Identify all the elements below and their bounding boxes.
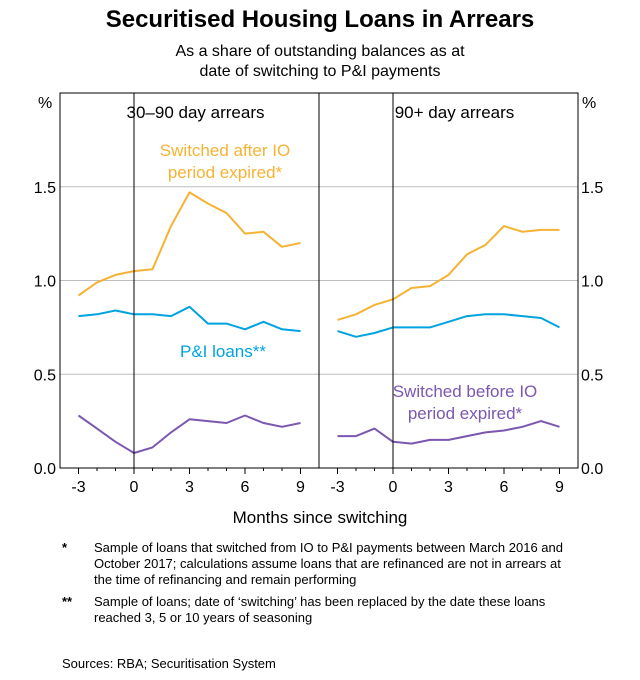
- xtick-label: -3: [71, 479, 85, 496]
- xtick-label: 6: [241, 479, 250, 496]
- footnote-1: * Sample of loans that switched from IO …: [62, 540, 582, 588]
- labels: 0.0 0.0 0.5 0.5 1.0 1.0 1.5 1.5% % 30–90 day arre…: [34, 95, 604, 527]
- ytick-label-right: 0.0: [581, 461, 603, 478]
- xtick-label: 9: [555, 479, 564, 496]
- xtick-label: 3: [444, 479, 453, 496]
- footnote-2-mark: **: [62, 594, 73, 609]
- xtick-label: 3: [185, 479, 194, 496]
- series-annotation: period expired*: [408, 404, 523, 423]
- xtick-label: 0: [389, 479, 398, 496]
- ytick-label-left: 1.5: [34, 180, 56, 197]
- xtick-label: -3: [330, 479, 344, 496]
- frame: [59, 92, 579, 474]
- y-unit-right: %: [582, 95, 596, 112]
- chart-subtitle: As a share of outstanding balances as at…: [0, 42, 640, 82]
- series-annotation: P&I loans**: [180, 342, 266, 361]
- series-line-3: [77, 414, 301, 454]
- series-line-2: [78, 305, 301, 333]
- series-layer: [77, 191, 560, 454]
- xtick-label: 0: [130, 479, 139, 496]
- series-annotation: period expired*: [168, 163, 283, 182]
- series-line-3: [337, 420, 560, 445]
- series-annotation: Switched after IO: [160, 141, 290, 160]
- series-annotation: Switched before IO: [393, 382, 538, 401]
- subtitle-line-1: As a share of outstanding balances as at: [175, 43, 465, 60]
- footnotes: * Sample of loans that switched from IO …: [62, 540, 582, 632]
- chart-title: Securitised Housing Loans in Arrears: [105, 6, 535, 33]
- sources: Sources: RBA; Securitisation System: [62, 656, 276, 671]
- series-line-2: [337, 313, 560, 338]
- ytick-label-left: 0.0: [34, 461, 56, 478]
- subtitle-line-2: date of switching to P&I payments: [199, 63, 441, 80]
- ytick-label-right: 1.5: [581, 180, 603, 197]
- panel-title: 90+ day arrears: [395, 103, 515, 122]
- x-axis-label: Months since switching: [233, 508, 408, 527]
- chart-area: 0.0 0.0 0.5 0.5 1.0 1.0 1.5 1.5% % 30–90 day arre…: [34, 92, 604, 527]
- xtick-label: 6: [500, 479, 509, 496]
- y-unit-left: %: [38, 95, 52, 112]
- footnote-2-text: Sample of loans; date of ‘switching’ has…: [94, 594, 546, 625]
- panel-title: 30–90 day arrears: [127, 103, 265, 122]
- xtick-label: 9: [296, 479, 305, 496]
- ytick-label-left: 1.0: [34, 274, 56, 291]
- series-line-1: [77, 191, 301, 297]
- ytick-label-right: 0.5: [581, 367, 603, 384]
- ytick-label-left: 0.5: [34, 367, 56, 384]
- footnote-2: ** Sample of loans; date of ‘switching’ …: [62, 594, 582, 626]
- footnote-1-text: Sample of loans that switched from IO to…: [94, 540, 563, 587]
- ytick-label-right: 1.0: [581, 274, 603, 291]
- series-line-1: [337, 225, 560, 321]
- footnote-1-mark: *: [62, 540, 68, 555]
